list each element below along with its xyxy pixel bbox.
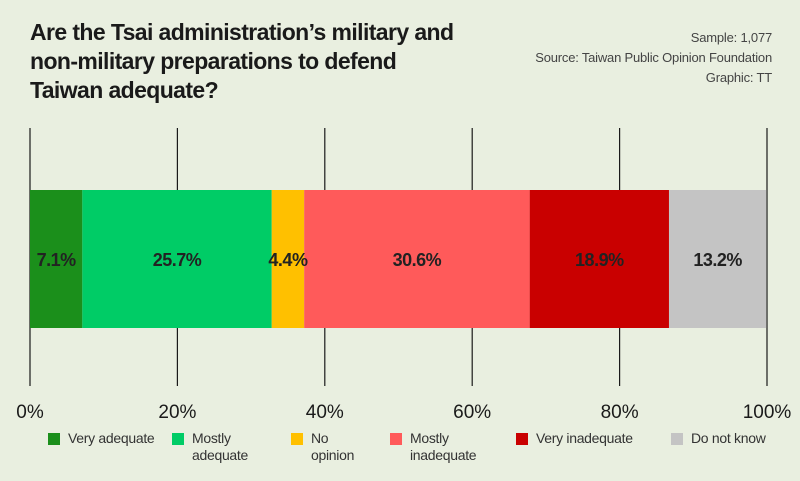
stacked-bar-chart: 7.1% 25.7% 4.4% 30.6% 18.9% 13.2% 0% 20% 40% 60%…: [16, 128, 791, 423]
x-tick-label: 40%: [306, 402, 344, 423]
bar-value-label: 13.2%: [693, 250, 742, 270]
sample-size: Sample: 1,077: [690, 30, 772, 45]
x-tick-label: 20%: [158, 402, 196, 423]
legend-label-line: Very inadequate: [536, 430, 633, 446]
x-tick-label: 100%: [743, 402, 792, 423]
source-note: Source: Taiwan Public Opinion Foundation: [535, 50, 772, 65]
legend-label-line: opinion: [311, 447, 355, 463]
bar-segment-0: [30, 190, 83, 328]
x-tick-label: 80%: [601, 402, 639, 423]
legend-item: Mostly adequate: [172, 430, 248, 464]
chart-meta: Sample: 1,077 Source: Taiwan Public Opin…: [535, 28, 772, 88]
bar-segment-1: [82, 190, 272, 328]
legend-label-line: inadequate: [410, 447, 477, 463]
legend-label-line: No: [311, 430, 329, 446]
legend-item: Very inadequate: [516, 430, 633, 447]
bar-segments: [30, 190, 767, 328]
graphic-credit: Graphic: TT: [705, 70, 772, 85]
legend-label-line: Do not know: [691, 430, 766, 446]
legend-swatch: [48, 433, 60, 445]
bar-segment-4: [529, 190, 669, 328]
legend-swatch: [291, 433, 303, 445]
legend-label: Mostly adequate: [192, 430, 248, 464]
bar-value-label: 18.9%: [575, 250, 624, 270]
bar-value-label: 4.4%: [268, 250, 308, 270]
legend-item: Do not know: [671, 430, 766, 447]
x-axis-tick-labels: 0% 20% 40% 60% 80% 100%: [16, 402, 791, 423]
legend-label-line: Mostly: [192, 430, 231, 446]
bar-value-labels: 7.1% 25.7% 4.4% 30.6% 18.9% 13.2%: [37, 250, 743, 270]
legend-item: Mostly inadequate: [390, 430, 477, 464]
legend-swatch: [671, 433, 683, 445]
legend-label: No opinion: [311, 430, 354, 464]
legend: Very adequate Mostly adequate No opinion Most…: [0, 430, 800, 475]
bar-segment-3: [304, 190, 530, 328]
legend-label: Mostly inadequate: [410, 430, 477, 464]
legend-swatch: [390, 433, 402, 445]
x-tick-label: 60%: [453, 402, 491, 423]
bar-value-label: 25.7%: [153, 250, 202, 270]
legend-item: No opinion: [291, 430, 354, 464]
legend-item: Very adequate: [48, 430, 155, 447]
legend-label: Very adequate: [68, 430, 155, 447]
chart-title: Are the Tsai administration’s military a…: [30, 19, 454, 103]
legend-label-line: adequate: [192, 447, 248, 463]
legend-label-line: Very adequate: [68, 430, 155, 446]
legend-swatch: [172, 433, 184, 445]
legend-label: Very inadequate: [536, 430, 633, 447]
legend-swatch: [516, 433, 528, 445]
bar-value-label: 7.1%: [37, 250, 77, 270]
legend-label: Do not know: [691, 430, 766, 447]
legend-label-line: Mostly: [410, 430, 449, 446]
x-tick-label: 0%: [16, 402, 44, 423]
bar-segment-5: [668, 190, 767, 328]
bar-value-label: 30.6%: [393, 250, 442, 270]
bar-segment-2: [271, 190, 305, 328]
